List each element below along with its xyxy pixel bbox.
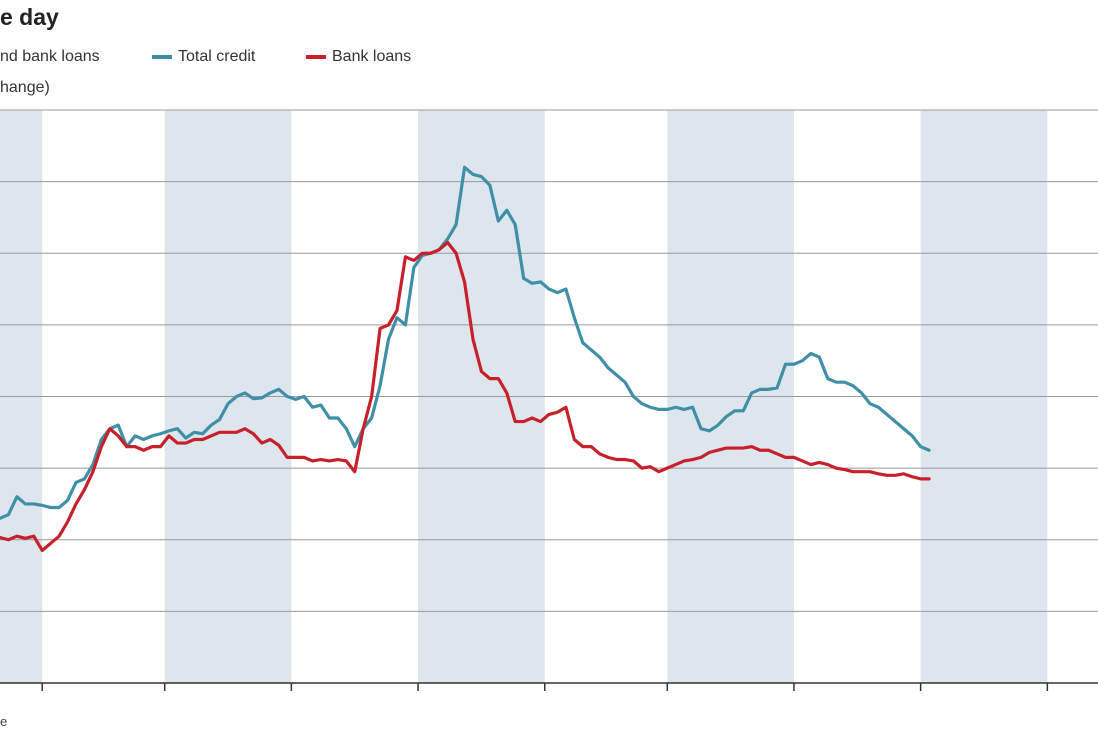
- legend-label-bank-loans: Bank loans: [332, 48, 412, 65]
- series-line-total-credit: [0, 165, 931, 520]
- chart-subtitle-line-1: nd bank loans: [0, 48, 100, 65]
- legend-swatch-bank-loans: [306, 55, 326, 59]
- series-line-bank-loans: [0, 240, 931, 553]
- x-axis: [0, 682, 1098, 691]
- chart-subtitle-line-2: hange): [0, 79, 50, 96]
- legend-swatch-total-credit: [152, 55, 172, 59]
- legend-label-total-credit: Total credit: [178, 48, 256, 65]
- source-note: e: [0, 714, 8, 729]
- chart-title: e day: [0, 4, 59, 30]
- legend-item-total-credit: Total credit: [152, 48, 255, 66]
- series-lines: [0, 165, 931, 553]
- gridlines: [0, 109, 1098, 612]
- legend-item-bank-loans: Bank loans: [306, 48, 411, 66]
